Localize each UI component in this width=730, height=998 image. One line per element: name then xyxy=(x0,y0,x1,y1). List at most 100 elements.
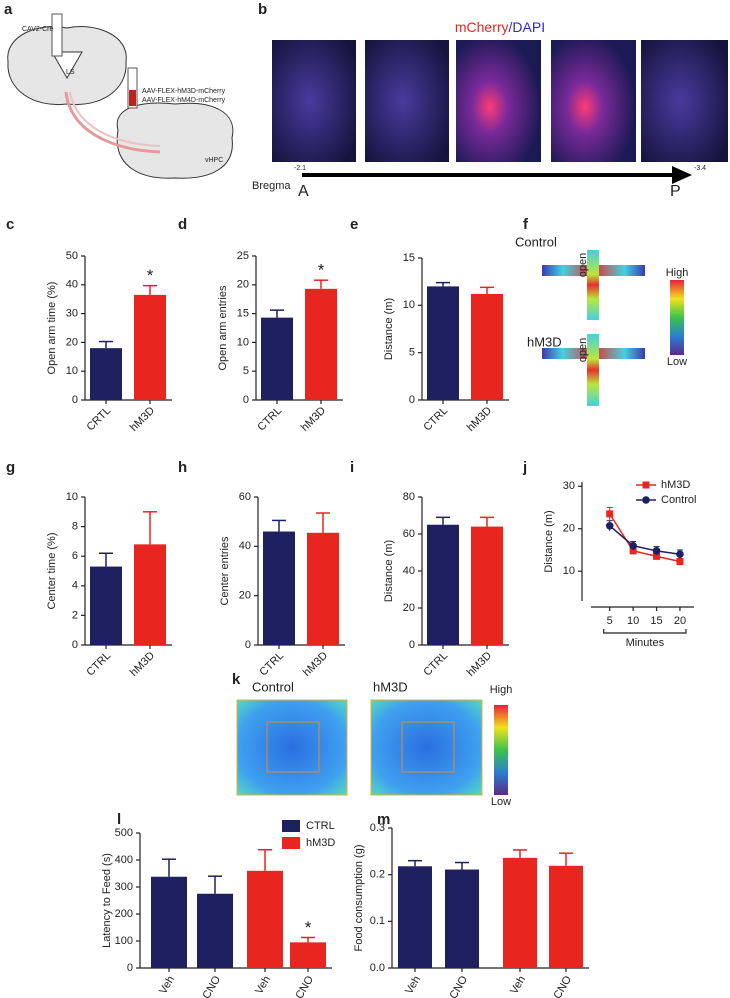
legend-marker xyxy=(642,481,650,489)
section-image xyxy=(365,40,449,162)
y-axis-label: Distance (m) xyxy=(543,510,555,572)
legend-marker xyxy=(642,496,650,504)
maze-arm xyxy=(587,334,599,406)
y-tick-label: 10 xyxy=(403,299,415,311)
bar xyxy=(151,876,187,968)
marker xyxy=(676,550,684,559)
x-tick-label: hM3D xyxy=(465,650,494,679)
marker xyxy=(629,541,637,550)
x-tick-label: CNO xyxy=(293,974,316,998)
x-tick-label: hM3D xyxy=(299,405,328,434)
y-tick-label: 20 xyxy=(237,279,249,291)
y-tick-label: 10 xyxy=(66,491,78,503)
y-tick-label: 4 xyxy=(72,580,78,592)
x-tick-label: hM3D xyxy=(301,650,330,679)
label: CAV2-Cre xyxy=(22,26,53,33)
marker xyxy=(629,547,637,555)
projection xyxy=(64,91,161,154)
diagram: CAV2-Cre LS AAV-FLEX-hM3D-mCherry AAV-FL… xyxy=(7,13,234,179)
section-image xyxy=(641,40,728,162)
histology: mCherry/DAPI Bregma -2.1 A -3.4 P xyxy=(252,19,728,200)
y-tick-label: 0 xyxy=(409,639,415,651)
panel-label: m xyxy=(377,811,390,828)
y-tick-label: 0.2 xyxy=(370,869,385,881)
y-tick-label: 100 xyxy=(115,935,133,947)
panel-label: i xyxy=(350,459,354,476)
label: vHPC xyxy=(205,157,223,164)
marker xyxy=(605,521,614,530)
syringe xyxy=(127,67,138,109)
maze-heatmap: Control open hM3D open High Low xyxy=(515,234,688,406)
y-tick-label: 30 xyxy=(66,308,78,320)
y-tick-label: 20 xyxy=(563,523,575,535)
bar xyxy=(90,348,122,400)
group-label: Control xyxy=(515,234,557,249)
color-bar-label: High xyxy=(666,267,689,279)
y-tick-label: 0 xyxy=(127,962,133,974)
bar xyxy=(90,566,122,645)
label: LS xyxy=(66,69,75,76)
brain-section xyxy=(116,102,234,179)
color-bar xyxy=(494,705,508,795)
panel-label: d xyxy=(178,216,187,233)
bar xyxy=(471,293,503,400)
panel-label: c xyxy=(6,216,14,233)
y-tick-label: 60 xyxy=(403,528,415,540)
x-tick-label: Veh xyxy=(508,974,528,996)
bar xyxy=(197,893,233,968)
color-bar-label: High xyxy=(490,684,513,696)
y-tick-label: 300 xyxy=(115,881,133,893)
y-tick-label: 0.0 xyxy=(370,962,385,974)
bar xyxy=(261,317,293,400)
bar xyxy=(503,857,537,968)
marker xyxy=(676,557,684,565)
x-tick-label: CNO xyxy=(200,974,223,998)
y-axis-label: Distance (m) xyxy=(383,540,395,602)
arrow-head xyxy=(672,166,692,184)
x-tick-label: hM3D xyxy=(128,650,157,679)
legend-swatch xyxy=(282,820,300,832)
x-tick-label: CTRL xyxy=(421,405,450,434)
y-tick-label: 0 xyxy=(409,394,415,406)
y-axis-label: Center entries xyxy=(219,536,231,606)
bar xyxy=(307,532,339,645)
y-tick-label: 5 xyxy=(409,347,415,359)
panel-label: h xyxy=(178,459,187,476)
panel-label: j xyxy=(522,459,527,476)
color-bar-label: Low xyxy=(491,796,511,808)
x-tick-label: CTRL xyxy=(421,650,450,679)
y-tick-label: 50 xyxy=(66,250,78,262)
panel-label: b xyxy=(258,1,267,18)
y-tick-label: 400 xyxy=(115,854,133,866)
legend-label: hM3D xyxy=(306,837,335,849)
group-label: Control xyxy=(252,679,294,694)
label: AAV-FLEX-hM4D-mCherry xyxy=(142,97,226,104)
legend-swatch xyxy=(282,837,300,849)
color-bar-label: Low xyxy=(667,356,687,368)
y-axis-label: Latency to Feed (s) xyxy=(101,853,113,948)
y-axis-label: Center time (%) xyxy=(46,532,58,609)
arm-label: open xyxy=(577,253,589,277)
y-tick-label: 200 xyxy=(115,908,133,920)
bar xyxy=(549,865,583,968)
section-image xyxy=(551,40,636,162)
y-tick-label: 10 xyxy=(563,565,575,577)
y-tick-label: 15 xyxy=(237,308,249,320)
color-bar xyxy=(670,280,684,355)
annotation: * xyxy=(147,266,154,285)
bar xyxy=(398,866,432,968)
marker xyxy=(652,547,661,555)
bar xyxy=(134,544,166,645)
y-tick-label: 0 xyxy=(72,394,78,406)
center-zone xyxy=(401,721,455,773)
panel-label: l xyxy=(117,811,121,828)
marker xyxy=(606,510,614,518)
y-tick-label: 40 xyxy=(403,565,415,577)
y-tick-label: 60 xyxy=(239,491,251,503)
y-tick-label: 5 xyxy=(243,365,249,377)
x-tick-label: 15 xyxy=(650,615,662,627)
projection xyxy=(69,91,161,147)
bar xyxy=(427,524,459,645)
y-tick-label: 15 xyxy=(403,252,415,264)
